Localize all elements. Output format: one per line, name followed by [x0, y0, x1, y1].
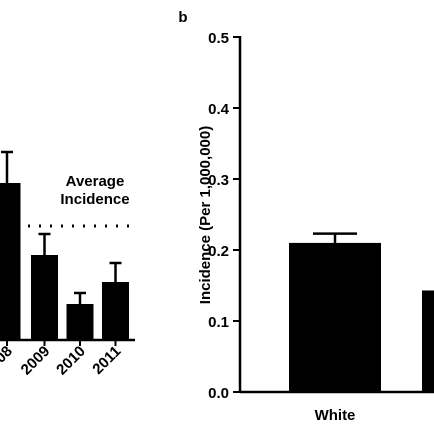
x-tick-label: 2009: [18, 343, 54, 379]
y-axis-label: Incidence (Per 1,000,000): [197, 126, 214, 304]
y-tick-label: 0.2: [208, 243, 229, 260]
panel-label: b: [178, 9, 187, 26]
bar: [289, 242, 381, 392]
x-tick-label: 2011: [89, 343, 124, 378]
bar: [0, 183, 21, 340]
bar: [66, 304, 94, 340]
average-label: Incidence: [60, 191, 129, 208]
bar: [102, 282, 129, 340]
y-tick-label: 0.1: [208, 314, 229, 331]
y-tick-label: 0.3: [208, 172, 229, 189]
y-tick-label: 0.4: [208, 101, 230, 118]
bar: [422, 290, 434, 392]
x-tick-label: White: [315, 407, 356, 424]
average-label: Average: [66, 173, 125, 190]
x-tick-label: 2008: [0, 343, 16, 379]
x-tick-label: 2010: [53, 343, 89, 379]
y-tick-label: 0.5: [208, 30, 229, 47]
bar: [31, 255, 58, 340]
y-tick-label: 0.0: [208, 385, 229, 402]
